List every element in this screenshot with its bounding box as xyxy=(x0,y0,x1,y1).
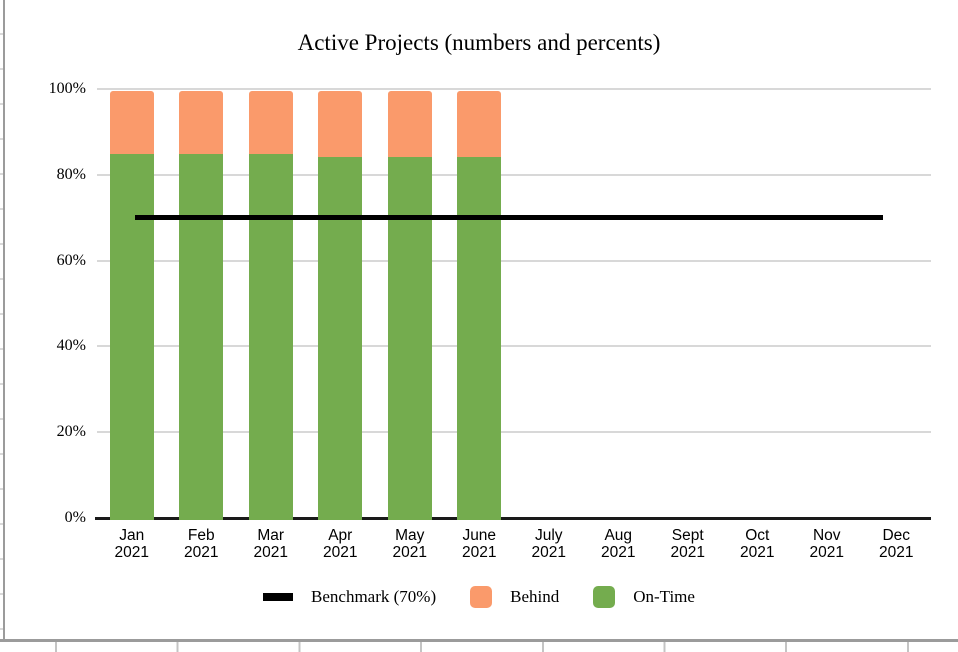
x-axis-line xyxy=(95,517,931,520)
x-label-year: 2021 xyxy=(740,544,775,561)
x-label-year: 2021 xyxy=(670,544,705,561)
on-time-series-swatch xyxy=(593,586,616,608)
x-label-month: Sept xyxy=(671,527,704,544)
legend-item-behind[interactable]: Behind xyxy=(470,586,559,608)
x-label-month: May xyxy=(395,527,425,544)
x-label-month: Oct xyxy=(745,527,770,544)
x-label-month: Apr xyxy=(328,527,353,544)
x-axis-label: May 2021 xyxy=(375,527,445,561)
legend-label-on-time: On-Time xyxy=(633,587,695,606)
x-label-year: 2021 xyxy=(462,544,497,561)
gridline-100 xyxy=(97,88,931,90)
chart-title[interactable]: Active Projects (numbers and percents) xyxy=(297,30,661,55)
bar-segment-behind[interactable] xyxy=(387,91,432,157)
bar-segment-behind[interactable] xyxy=(457,91,502,157)
x-label-year: 2021 xyxy=(531,544,566,561)
x-axis-label: Oct 2021 xyxy=(722,527,792,561)
benchmark-line[interactable] xyxy=(135,215,883,220)
y-axis-tick-label: 80% xyxy=(56,165,86,183)
x-label-month: Feb xyxy=(187,527,215,544)
y-axis-tick-label: 40% xyxy=(56,337,86,355)
benchmark-line-swatch xyxy=(263,593,294,601)
bar-segment-behind[interactable] xyxy=(179,91,224,155)
behind-series-swatch xyxy=(470,586,493,608)
x-label-year: 2021 xyxy=(601,544,636,561)
x-axis-label: Apr 2021 xyxy=(305,527,375,561)
x-label-year: 2021 xyxy=(392,544,427,561)
bar-segment-on-time[interactable] xyxy=(387,156,432,520)
chart-legend: Benchmark (70%) Behind On-Time xyxy=(0,586,958,608)
gridline-20 xyxy=(97,431,931,434)
x-axis-label: Feb 2021 xyxy=(166,527,236,561)
gridline-60 xyxy=(97,259,931,262)
x-label-month: Jan xyxy=(119,527,145,544)
x-axis-label: Sept 2021 xyxy=(653,527,723,561)
bar-segment-on-time[interactable] xyxy=(457,156,502,520)
x-label-year: 2021 xyxy=(323,544,358,561)
y-axis-tick-label: 60% xyxy=(56,251,86,269)
bar-segment-behind[interactable] xyxy=(109,91,154,155)
y-axis-tick-label: 100% xyxy=(48,80,86,97)
x-label-year: 2021 xyxy=(253,544,288,561)
bar-segment-on-time[interactable] xyxy=(318,156,363,520)
legend-label-benchmark: Benchmark (70%) xyxy=(311,587,437,606)
x-label-month: June xyxy=(462,527,497,544)
x-label-year: 2021 xyxy=(184,544,219,561)
bar-segment-on-time[interactable] xyxy=(109,154,154,520)
legend-item-benchmark[interactable]: Benchmark (70%) xyxy=(263,587,436,607)
spreadsheet-column-gridlines xyxy=(0,639,958,652)
gridline-80 xyxy=(97,173,931,176)
x-axis-label: Dec 2021 xyxy=(861,527,931,561)
x-label-month: July xyxy=(534,527,563,544)
x-label-year: 2021 xyxy=(809,544,844,561)
x-axis-label: Jan 2021 xyxy=(97,527,167,561)
bar-segment-on-time[interactable] xyxy=(248,154,293,520)
x-label-year: 2021 xyxy=(114,544,149,561)
y-axis-tick-label: 0% xyxy=(64,509,86,526)
x-axis-label: Aug 2021 xyxy=(583,527,653,561)
x-label-month: Nov xyxy=(812,527,841,544)
x-axis-label: July 2021 xyxy=(514,527,584,561)
legend-label-behind: Behind xyxy=(510,587,560,606)
gridline-40 xyxy=(97,345,931,348)
spreadsheet-row-gridlines xyxy=(0,0,5,641)
x-axis-label: June 2021 xyxy=(444,527,514,561)
x-axis-label: Mar 2021 xyxy=(236,527,306,561)
bar-segment-on-time[interactable] xyxy=(179,154,224,520)
legend-item-on-time[interactable]: On-Time xyxy=(593,586,695,608)
y-axis-tick-label: 20% xyxy=(56,423,86,441)
bar-segment-behind[interactable] xyxy=(318,91,363,157)
x-axis-label: Nov 2021 xyxy=(792,527,862,561)
x-label-month: Mar xyxy=(257,527,285,544)
x-label-year: 2021 xyxy=(879,544,914,561)
bar-segment-behind[interactable] xyxy=(248,91,293,155)
x-label-month: Aug xyxy=(604,527,633,544)
x-label-month: Dec xyxy=(882,527,911,544)
